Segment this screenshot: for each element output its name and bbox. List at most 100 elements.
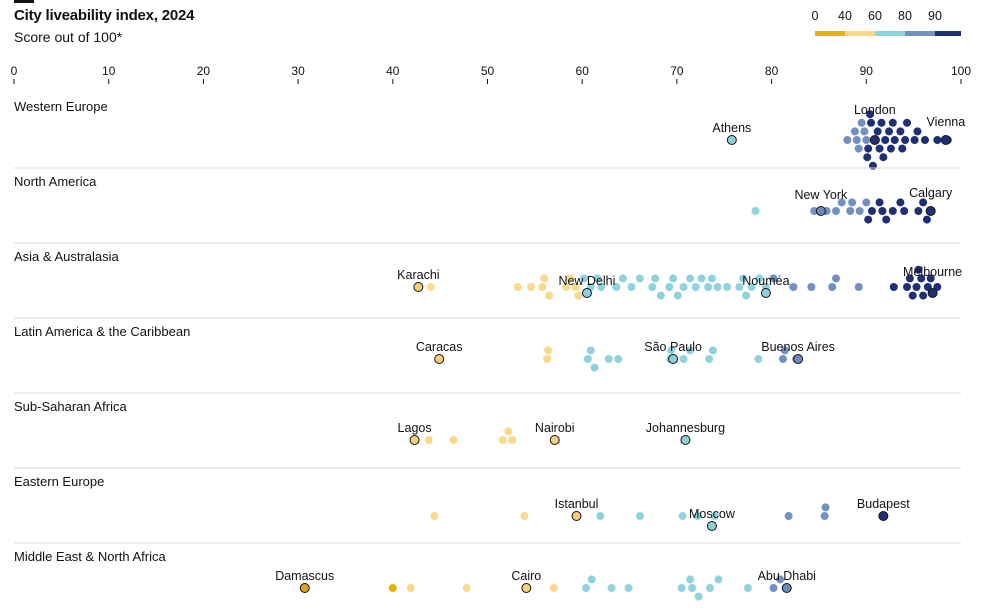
data-point [430,512,439,520]
data-point [513,283,522,291]
data-point [912,283,921,291]
data-point [914,207,923,215]
highlighted-city-point [680,435,691,445]
legend-band [845,31,875,36]
city-label: Cairo [511,569,541,583]
data-point [888,118,897,127]
data-point [614,355,623,363]
city-label: Nouméa [742,274,789,288]
data-point [607,584,616,592]
data-point [864,144,873,153]
region-rows: Western Europe Athens London Vienna North Am… [14,99,965,601]
data-point [587,575,596,584]
region-label: Western Europe [14,99,108,114]
data-point [769,584,778,592]
data-point [868,161,877,170]
data-point [866,110,875,119]
data-point [778,355,787,363]
region-row: Eastern Europe Istanbul Moscow Budapest [14,467,961,531]
data-point [889,283,898,291]
data-point [678,512,687,520]
x-tick-label: 10 [102,64,116,78]
data-point [854,283,863,291]
data-point [426,283,435,291]
data-point [901,136,910,144]
highlighted-city-point [668,354,679,364]
data-point [789,283,798,291]
data-point [903,118,912,127]
data-point [708,346,717,355]
region-row: Western Europe Athens London Vienna [14,99,965,170]
data-point [706,584,715,592]
highlighted-city-point [409,435,420,445]
data-point [855,207,864,215]
data-point [723,283,732,291]
data-point [860,127,869,136]
city-label: Nairobi [535,421,575,435]
highlighted-city-point [927,288,938,298]
data-point [921,136,930,144]
legend-label: 60 [868,9,882,23]
data-point [850,127,859,136]
data-point [922,215,931,224]
data-point [581,584,590,592]
data-point [919,198,928,207]
data-point [896,127,905,136]
data-point [848,198,857,207]
data-point [905,274,914,283]
x-tick-label: 30 [291,64,305,78]
data-point [648,283,657,291]
data-point [867,207,876,215]
region-row: North America New York Calgary [14,167,961,224]
data-point [571,283,580,291]
data-point [900,207,909,215]
highlighted-city-point [925,206,936,216]
legend-band [935,31,961,36]
data-point [843,136,852,144]
data-point [831,207,840,215]
data-point [694,592,703,601]
legend-label: 90 [928,9,942,23]
data-point [679,355,688,363]
data-point [917,274,926,283]
data-point [751,207,760,215]
data-point [540,274,549,283]
city-label: Abu Dhabi [758,569,816,583]
data-point [864,215,873,224]
data-point [462,584,471,592]
data-point [635,274,644,283]
data-point [424,436,433,444]
data-point [449,436,458,444]
data-point [743,584,752,592]
data-point [846,207,855,215]
region-row: Asia & Australasia Karachi New Delhi Nouméa… [14,242,962,300]
data-point [885,127,894,136]
data-point [867,118,876,127]
city-label: Buenos Aires [761,340,835,354]
x-tick-label: 80 [765,64,779,78]
legend-band [815,31,845,36]
x-tick-label: 40 [386,64,400,78]
data-point [888,207,897,215]
data-point [710,512,719,520]
data-point [714,575,723,584]
data-point [739,274,748,283]
data-point [673,291,682,300]
region-label: Eastern Europe [14,474,104,489]
data-point [669,274,678,283]
city-label: Johannesburg [646,421,725,435]
legend-label: 40 [838,9,852,23]
highlighted-city-point [434,354,445,364]
data-point [604,355,613,363]
data-point [754,355,763,363]
data-point [784,512,793,520]
city-label: Istanbul [555,497,599,511]
data-point [821,503,830,512]
region-row: Middle East & North Africa Damascus Cairo A… [14,542,961,601]
x-tick-label: 60 [576,64,590,78]
data-point [896,198,905,207]
data-point [879,153,888,162]
data-point [873,127,882,136]
data-point [903,283,912,291]
